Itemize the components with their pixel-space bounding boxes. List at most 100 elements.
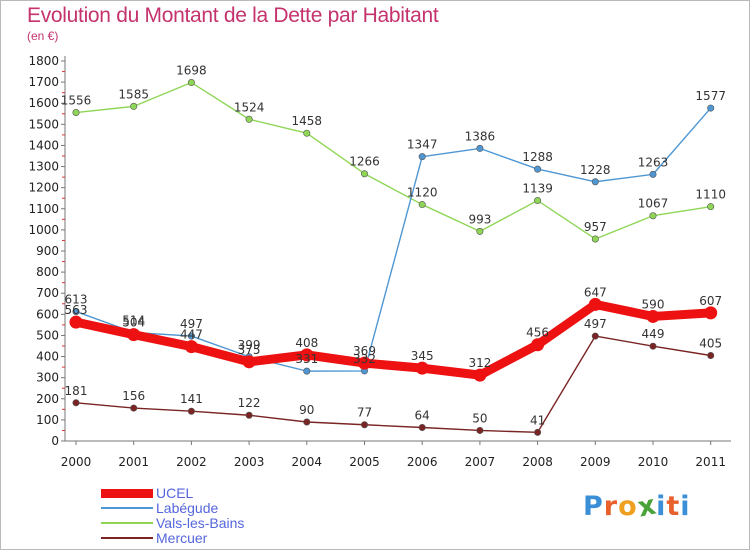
logo-letter: i (656, 491, 667, 522)
data-label: 375 (238, 343, 261, 357)
proxiti-logo: Proxiti (583, 489, 691, 523)
y-tick-label: 1600 (28, 96, 59, 110)
data-label: 613 (65, 293, 88, 307)
data-point (588, 297, 602, 311)
data-point (187, 407, 195, 415)
data-point (534, 428, 542, 436)
series-line-ucel (71, 299, 716, 380)
data-point (303, 367, 311, 375)
logo-letter: r (603, 491, 619, 522)
data-point (649, 212, 657, 220)
x-tick-label: 2004 (292, 455, 323, 469)
logo-letter: t (666, 491, 681, 522)
data-point (242, 355, 256, 369)
y-tick-label: 400 (36, 350, 59, 364)
data-point (127, 328, 141, 342)
y-tick-label: 800 (36, 265, 59, 279)
data-label: 1266 (349, 155, 380, 169)
data-label: 1228 (580, 163, 611, 177)
x-tick-label: 2002 (176, 455, 207, 469)
data-point (476, 227, 484, 235)
legend-item: Vals-les-Bains (101, 515, 321, 531)
data-point (130, 404, 138, 412)
y-tick-label: 100 (36, 413, 59, 427)
series-line-mercuer (75, 335, 712, 434)
legend: UCEL Labégude Vals-les-Bains Mercuer (101, 485, 321, 546)
y-tick-label: 900 (36, 244, 59, 258)
data-label: 369 (353, 344, 376, 358)
y-tick-label: 600 (36, 307, 59, 321)
data-point (649, 342, 657, 350)
legend-item: UCEL (101, 485, 321, 501)
data-point (72, 109, 80, 117)
y-tick-label: 1500 (28, 117, 59, 131)
data-point (415, 361, 429, 375)
data-label: 312 (468, 356, 491, 370)
data-point (591, 235, 599, 243)
data-label: 514 (122, 313, 145, 327)
y-tick-label: 500 (36, 328, 59, 342)
data-point (360, 170, 368, 178)
data-point (300, 348, 314, 362)
data-point (184, 340, 198, 354)
data-point (707, 351, 715, 359)
data-label: 332 (353, 352, 376, 366)
data-label: 181 (65, 384, 88, 398)
y-tick-label: 200 (36, 392, 59, 406)
y-tick-label: 300 (36, 371, 59, 385)
data-point (69, 315, 83, 329)
y-tick-label: 1200 (28, 181, 59, 195)
data-point (591, 332, 599, 340)
data-point (534, 197, 542, 205)
series-line-lab-gude (75, 107, 712, 372)
logo-letter: o (618, 491, 638, 522)
x-tick-label: 2005 (349, 455, 380, 469)
data-label: 64 (415, 408, 430, 422)
data-point (707, 104, 715, 112)
data-point (245, 411, 253, 419)
y-tick-label: 1100 (28, 202, 59, 216)
data-label: 504 (122, 316, 145, 330)
chart-title: Evolution du Montant de la Dette par Hab… (27, 4, 439, 27)
x-tick-label: 2007 (465, 455, 496, 469)
data-point (130, 102, 138, 110)
data-point (303, 129, 311, 137)
legend-label: UCEL (156, 485, 194, 501)
y-tick-label: 1000 (28, 223, 59, 237)
data-point (534, 165, 542, 173)
data-point (72, 308, 80, 316)
data-label: 1263 (638, 155, 669, 169)
x-tick-label: 2001 (118, 455, 149, 469)
data-point (476, 426, 484, 434)
y-tick-label: 700 (36, 286, 59, 300)
data-label: 1288 (522, 150, 553, 164)
x-tick-label: 2006 (407, 455, 438, 469)
data-point (303, 418, 311, 426)
data-point (418, 423, 426, 431)
series-line-vals-les-bains (75, 81, 712, 240)
data-label: 50 (472, 411, 487, 425)
data-point (418, 201, 426, 209)
data-point (187, 332, 195, 340)
data-label: 1067 (638, 197, 669, 211)
data-label: 497 (180, 317, 203, 331)
data-point (476, 144, 484, 152)
data-point (707, 203, 715, 211)
data-label: 156 (122, 389, 145, 403)
data-label: 1110 (695, 188, 726, 202)
data-label: 399 (238, 338, 261, 352)
data-label: 405 (699, 337, 722, 351)
data-label: 1386 (465, 129, 496, 143)
data-label: 1698 (176, 64, 207, 78)
data-point (245, 115, 253, 123)
data-point (646, 309, 660, 323)
legend-label: Labégude (156, 500, 219, 516)
x-tick-label: 2009 (580, 455, 611, 469)
data-label: 993 (468, 212, 491, 226)
y-tick-label: 1400 (28, 138, 59, 152)
data-point (473, 368, 487, 382)
data-label: 1577 (695, 89, 726, 103)
data-label: 345 (411, 349, 434, 363)
legend-swatch (101, 507, 153, 509)
